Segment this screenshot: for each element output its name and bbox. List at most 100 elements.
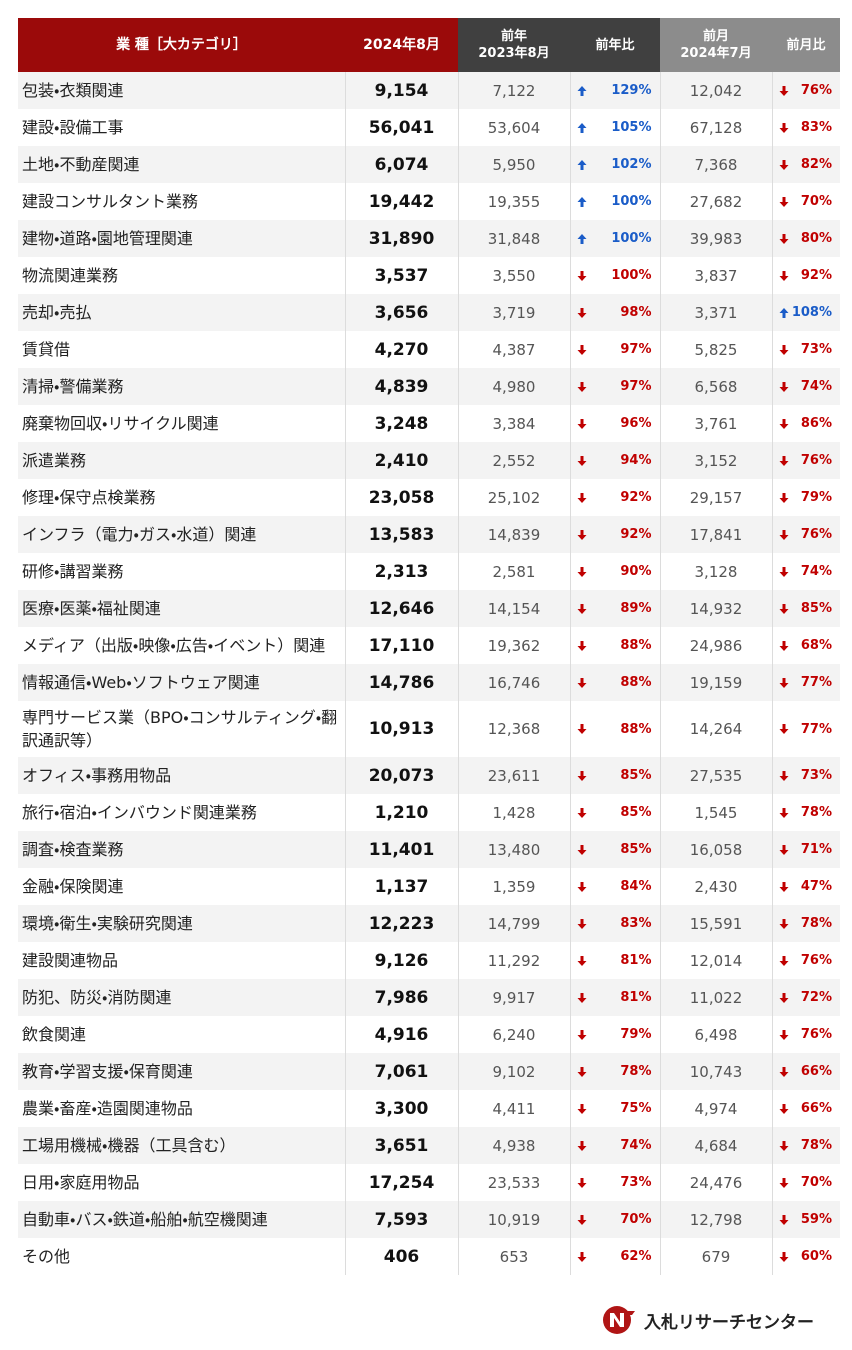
yoy-value: 62% bbox=[620, 1249, 652, 1264]
table-row: 自動車・バス・鉄道・船舶・航空機関連 7,593 10,919 70% 12,798 59… bbox=[18, 1201, 840, 1238]
trend-arrow bbox=[577, 85, 586, 96]
current-cell: 4,270 bbox=[344, 331, 458, 368]
yoy-value: 94% bbox=[620, 453, 652, 468]
mom-cell: 74% bbox=[771, 553, 840, 590]
pct-wrap: 59% bbox=[773, 1212, 841, 1227]
pct-wrap: 88% bbox=[571, 638, 660, 653]
category-cell: 清掃・警備業務 bbox=[18, 368, 345, 405]
yoy-value: 98% bbox=[620, 305, 652, 320]
mom-cell: 59% bbox=[771, 1201, 841, 1238]
prev-year-cell: 3,719 bbox=[457, 294, 570, 331]
current-cell: 3,537 bbox=[344, 257, 458, 294]
pct-wrap: 66% bbox=[773, 1064, 841, 1079]
yoy-cell: 75% bbox=[569, 1090, 660, 1127]
trend-arrow bbox=[577, 344, 586, 355]
current-cell: 3,248 bbox=[344, 405, 458, 442]
pct-wrap: 80% bbox=[773, 231, 841, 246]
trend-arrow bbox=[577, 1214, 586, 1225]
yoy-value: 129% bbox=[611, 83, 652, 98]
mom-value: 82% bbox=[800, 157, 832, 172]
prev-month-cell: 16,058 bbox=[659, 831, 772, 868]
yoy-value: 81% bbox=[620, 990, 652, 1005]
trend-arrow bbox=[577, 307, 586, 318]
trend-arrow bbox=[779, 1214, 788, 1225]
table-row: 調査・検査業務 11,401 13,480 85% 16,058 71% bbox=[18, 831, 840, 868]
mom-value: 83% bbox=[800, 120, 832, 135]
current-cell: 19,442 bbox=[344, 183, 458, 220]
prev-year-cell: 5,950 bbox=[457, 146, 570, 183]
mom-cell: 82% bbox=[771, 146, 840, 183]
trend-arrow bbox=[577, 233, 586, 244]
category-cell: 教育・学習支援・保育関連 bbox=[18, 1053, 345, 1090]
prev-month-cell: 11,022 bbox=[659, 979, 772, 1016]
category-cell: 派遣業務 bbox=[18, 442, 345, 479]
prev-month-cell: 679 bbox=[659, 1238, 772, 1275]
table-row: 清掃・警備業務 4,839 4,980 97% 6,568 74% bbox=[18, 368, 840, 405]
trend-arrow bbox=[779, 844, 788, 855]
table-row: 土地・不動産関連 6,074 5,950 102% 7,368 82% bbox=[18, 146, 840, 183]
mom-value: 76% bbox=[800, 953, 832, 968]
category-cell: 建設コンサルタント業務 bbox=[22, 192, 199, 211]
category-cell: 情報通信・Web・ソフトウェア関連 bbox=[18, 664, 345, 701]
header-row: 業 種［大カテゴリ］ 2024年8月 前年 2023年8月 前年比 前月 2024年… bbox=[18, 18, 840, 72]
mom-value: 59% bbox=[800, 1212, 832, 1227]
prev-month-cell: 3,761 bbox=[659, 405, 772, 442]
header-current: 2024年8月 bbox=[345, 18, 458, 72]
pct-wrap: 97% bbox=[571, 342, 660, 357]
trend-arrow bbox=[577, 955, 586, 966]
pct-wrap: 83% bbox=[773, 120, 841, 135]
mom-value: 74% bbox=[800, 379, 832, 394]
current-cell: 17,254 bbox=[344, 1164, 458, 1201]
trend-arrow bbox=[577, 881, 586, 892]
current-cell: 9,154 bbox=[344, 72, 458, 109]
table-row: 建設関連物品 9,126 11,292 81% 12,014 76% bbox=[18, 942, 840, 979]
trend-arrow bbox=[779, 492, 788, 503]
prev-year-cell: 1,428 bbox=[457, 794, 570, 831]
table-row: 防犯、防災・消防関連 7,986 9,917 81% 11,022 72% bbox=[18, 979, 840, 1016]
pct-wrap: 71% bbox=[773, 842, 841, 857]
yoy-cell: 83% bbox=[569, 905, 660, 942]
current-cell: 11,401 bbox=[344, 831, 458, 868]
category-cell: 飲食関連 bbox=[22, 1025, 87, 1044]
brand-logo bbox=[603, 1306, 635, 1334]
yoy-value: 78% bbox=[620, 1064, 652, 1079]
trend-arrow bbox=[577, 566, 586, 577]
trend-arrow bbox=[779, 1251, 788, 1262]
yoy-cell: 85% bbox=[569, 831, 660, 868]
pct-wrap: 100% bbox=[571, 268, 660, 283]
yoy-value: 73% bbox=[620, 1175, 652, 1190]
trend-arrow bbox=[779, 1029, 788, 1040]
trend-arrow bbox=[577, 603, 586, 614]
trend-arrow bbox=[577, 770, 586, 781]
yoy-value: 90% bbox=[620, 564, 652, 579]
mom-value: 76% bbox=[800, 1027, 832, 1042]
table-row: 派遣業務 2,410 2,552 94% 3,152 76% bbox=[18, 442, 840, 479]
current-cell: 14,786 bbox=[344, 664, 458, 701]
pct-wrap: 66% bbox=[773, 1101, 841, 1116]
table-row: 包装・衣類関連 9,154 7,122 129% 12,042 76% bbox=[18, 72, 840, 109]
mom-value: 77% bbox=[800, 675, 832, 690]
yoy-cell: 85% bbox=[569, 794, 660, 831]
mom-value: 78% bbox=[800, 805, 832, 820]
current-cell: 12,223 bbox=[344, 905, 458, 942]
yoy-value: 100% bbox=[611, 268, 652, 283]
category-cell: 賃貸借 bbox=[22, 340, 71, 359]
yoy-value: 74% bbox=[620, 1138, 652, 1153]
yoy-value: 92% bbox=[620, 490, 652, 505]
prev-year-cell: 19,362 bbox=[457, 627, 570, 664]
trend-arrow bbox=[577, 381, 586, 392]
table-row: インフラ（電力・ガス・水道）関連 13,583 14,839 92% 17,841 76% bbox=[18, 516, 840, 553]
yoy-value: 100% bbox=[611, 194, 652, 209]
trend-arrow bbox=[577, 1103, 586, 1114]
mom-cell: 73% bbox=[771, 757, 841, 794]
mom-cell: 74% bbox=[771, 368, 840, 405]
industry-table: 業 種［大カテゴリ］ 2024年8月 前年 2023年8月 前年比 前月 2024年… bbox=[18, 18, 840, 1275]
pct-wrap: 47% bbox=[773, 879, 841, 894]
trend-arrow bbox=[577, 455, 586, 466]
category-cell: メディア（出版・映像・広告・イベント）関連 bbox=[22, 636, 326, 655]
prev-month-cell: 17,841 bbox=[659, 516, 772, 553]
pct-wrap: 73% bbox=[773, 768, 841, 783]
mom-value: 74% bbox=[800, 564, 832, 579]
pct-wrap: 76% bbox=[773, 527, 841, 542]
